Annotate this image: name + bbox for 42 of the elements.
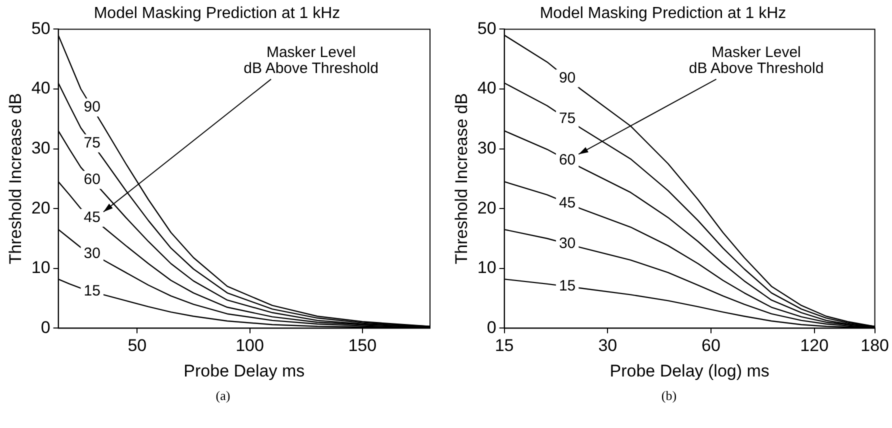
x-tick-label: 150 bbox=[348, 336, 377, 356]
x-tick-label: 100 bbox=[236, 336, 264, 356]
legend-label: 60 bbox=[558, 151, 576, 168]
legend-label: 45 bbox=[84, 209, 100, 226]
y-tick-label: 0 bbox=[40, 318, 50, 337]
x-tick-label: 15 bbox=[494, 336, 514, 356]
text: (a) bbox=[214, 388, 232, 404]
y-tick-label: 40 bbox=[31, 78, 50, 98]
x-tick-label: 180 bbox=[860, 336, 890, 356]
x-axis-title: Probe Delay ms bbox=[184, 361, 305, 380]
x-tick-label: 30 bbox=[598, 336, 618, 356]
y-tick-label: 0 bbox=[486, 318, 496, 337]
series-label: 15 bbox=[558, 278, 576, 295]
annotation: Masker Level dB Above Threshold bbox=[688, 44, 824, 78]
y-tick-label: 30 bbox=[477, 138, 496, 158]
x-tick-label: 50 bbox=[128, 336, 147, 356]
chart-title: Model Masking Prediction at 1 kHz bbox=[94, 5, 340, 22]
series-label: 90 bbox=[558, 69, 576, 86]
series-label: 15 bbox=[84, 282, 100, 300]
x-axis-title: Probe Delay (log) ms bbox=[610, 361, 770, 380]
y-tick-label: 50 bbox=[477, 18, 496, 38]
x-tick-label: 60 bbox=[702, 336, 720, 356]
y-tick-label: 10 bbox=[31, 258, 50, 278]
y-axis-title: Threshold Increase dB bbox=[6, 93, 25, 264]
series-label: 90 bbox=[84, 98, 100, 116]
y-tick-label: 50 bbox=[31, 18, 50, 38]
y-tick-label: 20 bbox=[31, 198, 50, 218]
y-tick-label: 30 bbox=[31, 138, 50, 158]
y-tick-label: 40 bbox=[477, 78, 496, 98]
series-label: 75 bbox=[84, 134, 100, 152]
y-tick-label: 10 bbox=[477, 258, 496, 278]
text: (b) bbox=[660, 388, 678, 404]
chart-title: Model Masking Prediction at 1 kHz bbox=[540, 5, 786, 22]
y-tick-label: 20 bbox=[477, 198, 496, 218]
x-tick-label: 120 bbox=[800, 336, 829, 356]
annotation: Masker Level dB Above Threshold bbox=[244, 44, 378, 78]
series-label: 30 bbox=[84, 244, 100, 262]
series-label: 30 bbox=[558, 235, 576, 252]
y-axis-title: Threshold Increase dB bbox=[452, 93, 471, 264]
series-label: 60 bbox=[84, 171, 100, 188]
series-label: 45 bbox=[558, 194, 576, 212]
series-label: 75 bbox=[558, 110, 576, 128]
